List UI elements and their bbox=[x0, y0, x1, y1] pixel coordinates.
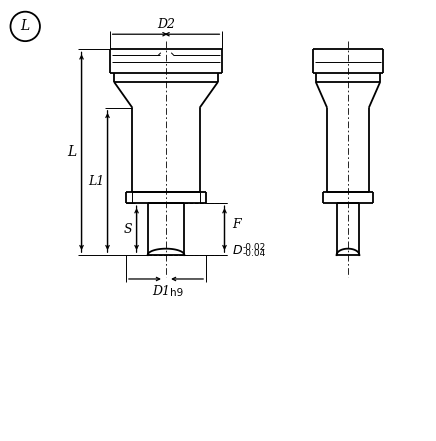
Text: h9: h9 bbox=[170, 288, 184, 298]
Text: D1: D1 bbox=[152, 284, 170, 298]
Text: L: L bbox=[20, 19, 30, 34]
Text: L1: L1 bbox=[89, 175, 105, 188]
Text: -0.02: -0.02 bbox=[243, 243, 266, 252]
Text: -0.04: -0.04 bbox=[243, 249, 266, 258]
Text: $D$: $D$ bbox=[232, 244, 243, 258]
Text: D2: D2 bbox=[157, 18, 175, 31]
Text: S: S bbox=[123, 223, 132, 235]
Text: L: L bbox=[68, 145, 77, 159]
Text: F: F bbox=[232, 218, 241, 232]
